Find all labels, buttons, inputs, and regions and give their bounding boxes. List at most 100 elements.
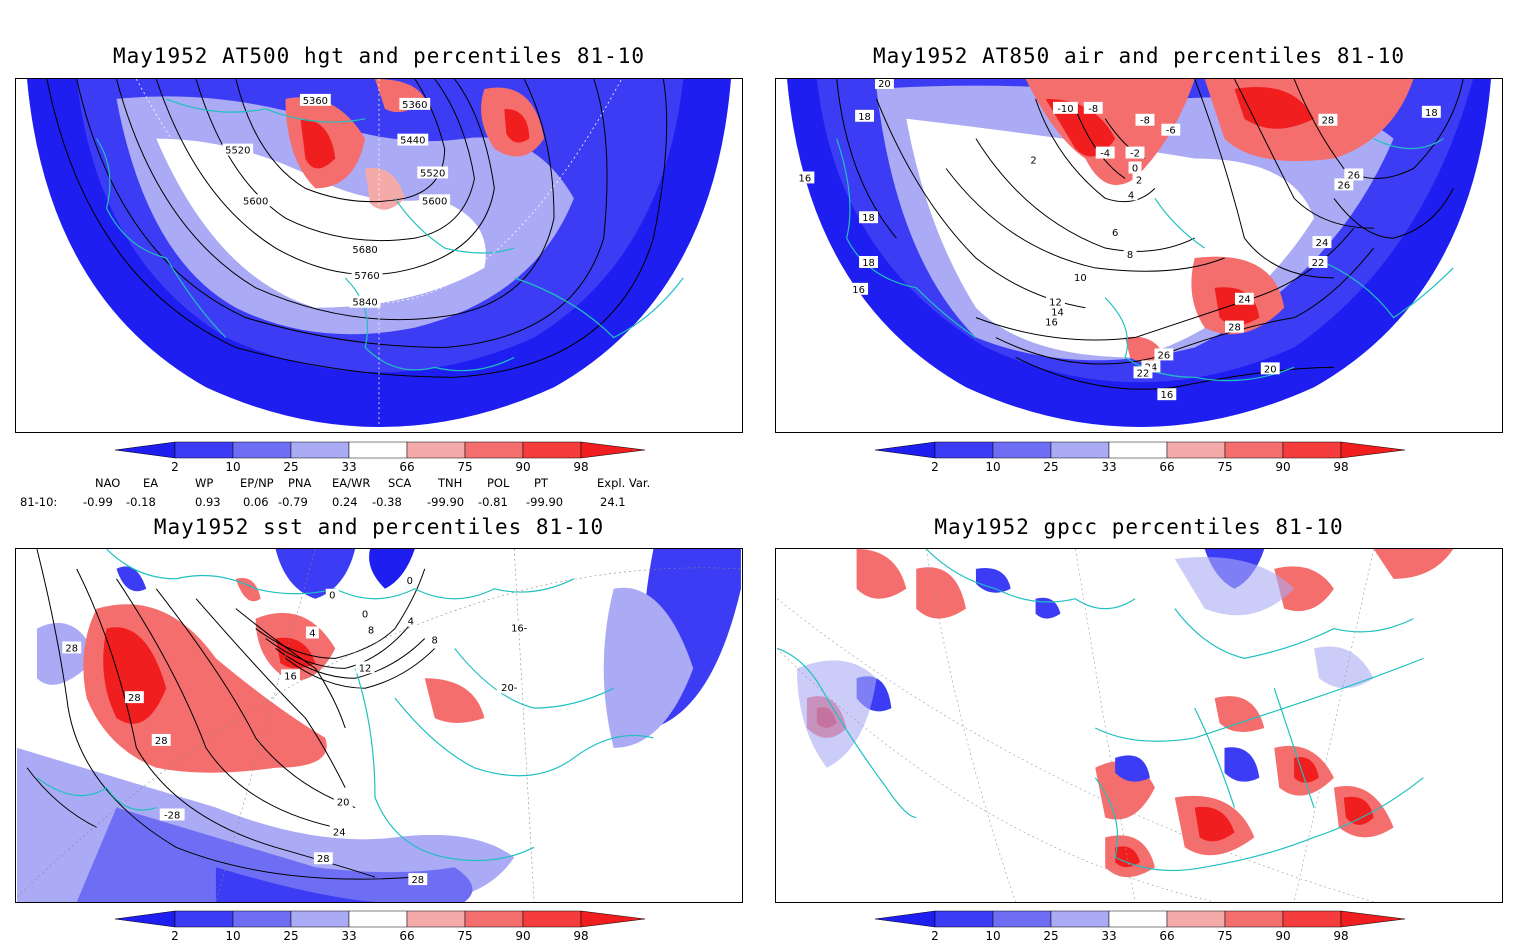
colorbar-bin [580, 441, 645, 459]
colorbar-bin [1050, 910, 1110, 928]
contour-label-bg [849, 282, 869, 295]
colorbar-tick-label: 90 [1275, 460, 1291, 474]
contour-label-bg [1234, 292, 1254, 305]
contour-label: 5360 [402, 100, 427, 111]
colorbar-bin [1340, 441, 1405, 459]
contour-label: 18 [862, 213, 875, 224]
contour-label: -8 [1088, 104, 1098, 115]
contour-label: 4 [309, 629, 315, 640]
contour-label: 28 [65, 643, 78, 654]
index-value: 0.06 [243, 495, 269, 509]
contour-label: 16 [1045, 318, 1058, 329]
index-header: EA/WR [332, 476, 371, 490]
contour-label: 18 [862, 258, 875, 269]
contour-label: 14 [1051, 308, 1064, 319]
contour-label-bg [1070, 270, 1090, 283]
contour-label-bg [408, 873, 428, 886]
contour-label: 26 [1158, 350, 1171, 361]
contour-label-bg [1344, 168, 1364, 181]
contour-label-bg [355, 661, 375, 674]
contour-label-bg [1046, 295, 1065, 308]
colorbar-tick-label: 98 [573, 929, 589, 943]
contour-label-bg [159, 808, 185, 821]
contour-label-bg [496, 681, 522, 694]
contour-label: 20- [501, 683, 518, 694]
contour-label: 20 [337, 798, 350, 809]
colorbar-tick-label: 33 [341, 460, 357, 474]
index-value: -0.99 [83, 495, 113, 509]
colorbar-tick-label: 10 [225, 929, 241, 943]
map-500hgt: 5360 5360 5440 5520 5520 5600 5600 5680 5760 5840 [26, 79, 732, 432]
indices-value-row: 81-10: -0.99 -0.18 0.93 0.06 -0.79 0.24 -0.38 -… [20, 493, 720, 512]
colorbar-tick-label: 33 [1101, 929, 1117, 943]
colorbar-bin [1166, 441, 1226, 459]
contour-label: 5600 [422, 196, 447, 207]
contour-label-bg [404, 614, 418, 627]
contour-label: 28 [1228, 323, 1241, 334]
contour-label-bg [1135, 113, 1155, 126]
colorbar-tick-label: 98 [1333, 460, 1349, 474]
contour-label: 0 [1132, 163, 1138, 174]
contour-label: 12 [359, 663, 372, 674]
colorbar-bin [232, 441, 292, 459]
contour-label-bg [795, 171, 815, 184]
teleconnection-indices: NAO EA WP EP/NP PNA EA/WR SCA TNH POL PT Expl. Var… [20, 474, 720, 512]
contour-label-bg [417, 166, 449, 179]
index-header: TNH [438, 476, 463, 490]
colorbar-tick-label: 25 [1043, 460, 1059, 474]
colorbar-bin [1340, 910, 1405, 928]
contour-label: 24 [1316, 238, 1329, 249]
contour-label: 26 [1338, 180, 1351, 191]
panel-title-sst: May1952 sst and percentiles 81-10 [153, 515, 605, 539]
contour-label-bg [859, 255, 878, 268]
colorbar-tick-label: 2 [171, 929, 179, 943]
colorbar-sst: 2 10 25 33 66 75 90 98 [115, 909, 645, 943]
contour-label: 5600 [243, 196, 268, 207]
colorbar-bin [1108, 910, 1168, 928]
contour-label: 20 [1264, 364, 1277, 375]
contour-label-bg [419, 194, 451, 207]
colorbar-tick-label: 33 [341, 929, 357, 943]
contour-label: -28 [164, 810, 180, 821]
colorbar-ticks: 2 10 25 33 66 75 90 98 [115, 929, 645, 943]
colorbar-ticks: 2 10 25 33 66 75 90 98 [115, 460, 645, 474]
contour-label: 0 [329, 591, 335, 602]
contour-label-bg [1161, 123, 1181, 136]
colorbar-tick-label: 90 [515, 929, 531, 943]
colorbar-tick-label: 75 [457, 929, 473, 943]
colorbar-graphic [115, 910, 645, 928]
contour-label: 8 [368, 626, 374, 637]
index-value: 24.1 [600, 495, 626, 509]
contour-label-bg [364, 623, 378, 636]
map-sst: 0 0 4 0 4 8 8 12 16 28 28 28 20 24 28 28 -28 20- 16- [16, 549, 741, 902]
colorbar-bin [174, 910, 234, 928]
colorbar-bin [290, 441, 350, 459]
contour-label: 28 [155, 736, 168, 747]
contour-label-bg [1108, 226, 1122, 239]
contour-label: 12 [1049, 298, 1062, 309]
colorbar-bin [522, 910, 582, 928]
colorbar-bin [464, 910, 524, 928]
index-value: -99.90 [526, 495, 564, 509]
colorbar-tick-label: 10 [985, 929, 1001, 943]
colorbar-500hgt: 2 10 25 33 66 75 90 98 [115, 440, 645, 474]
contour-label-bg [240, 194, 272, 207]
contour-label: -2 [1130, 149, 1140, 160]
contour-label-bg [403, 573, 417, 586]
colorbar-tick-label: 98 [1333, 929, 1349, 943]
contour-label-bg [399, 97, 431, 110]
colorbar-bin [934, 441, 994, 459]
contour-label-bg [1308, 255, 1328, 268]
colorbar-tick-label: 66 [399, 929, 415, 943]
colorbar-tick-label: 66 [399, 460, 415, 474]
colorbar-bin [1282, 910, 1342, 928]
colorbar-bin [1224, 441, 1284, 459]
map-panel-850air: 20 18 18 16 18 16 -10 -8 -8 -6 -4 -2 0 2 4 2 6 8 10 12 14 16 2… [775, 78, 1503, 433]
contour-label-bg [333, 795, 353, 808]
contour-label-bg [1123, 248, 1137, 260]
index-header: SCA [388, 476, 412, 490]
contour-label: 16 [1161, 390, 1174, 401]
colorbar-graphic [875, 910, 1405, 928]
contour-label-bg [1421, 105, 1441, 118]
contour-label-bg [1083, 101, 1103, 114]
